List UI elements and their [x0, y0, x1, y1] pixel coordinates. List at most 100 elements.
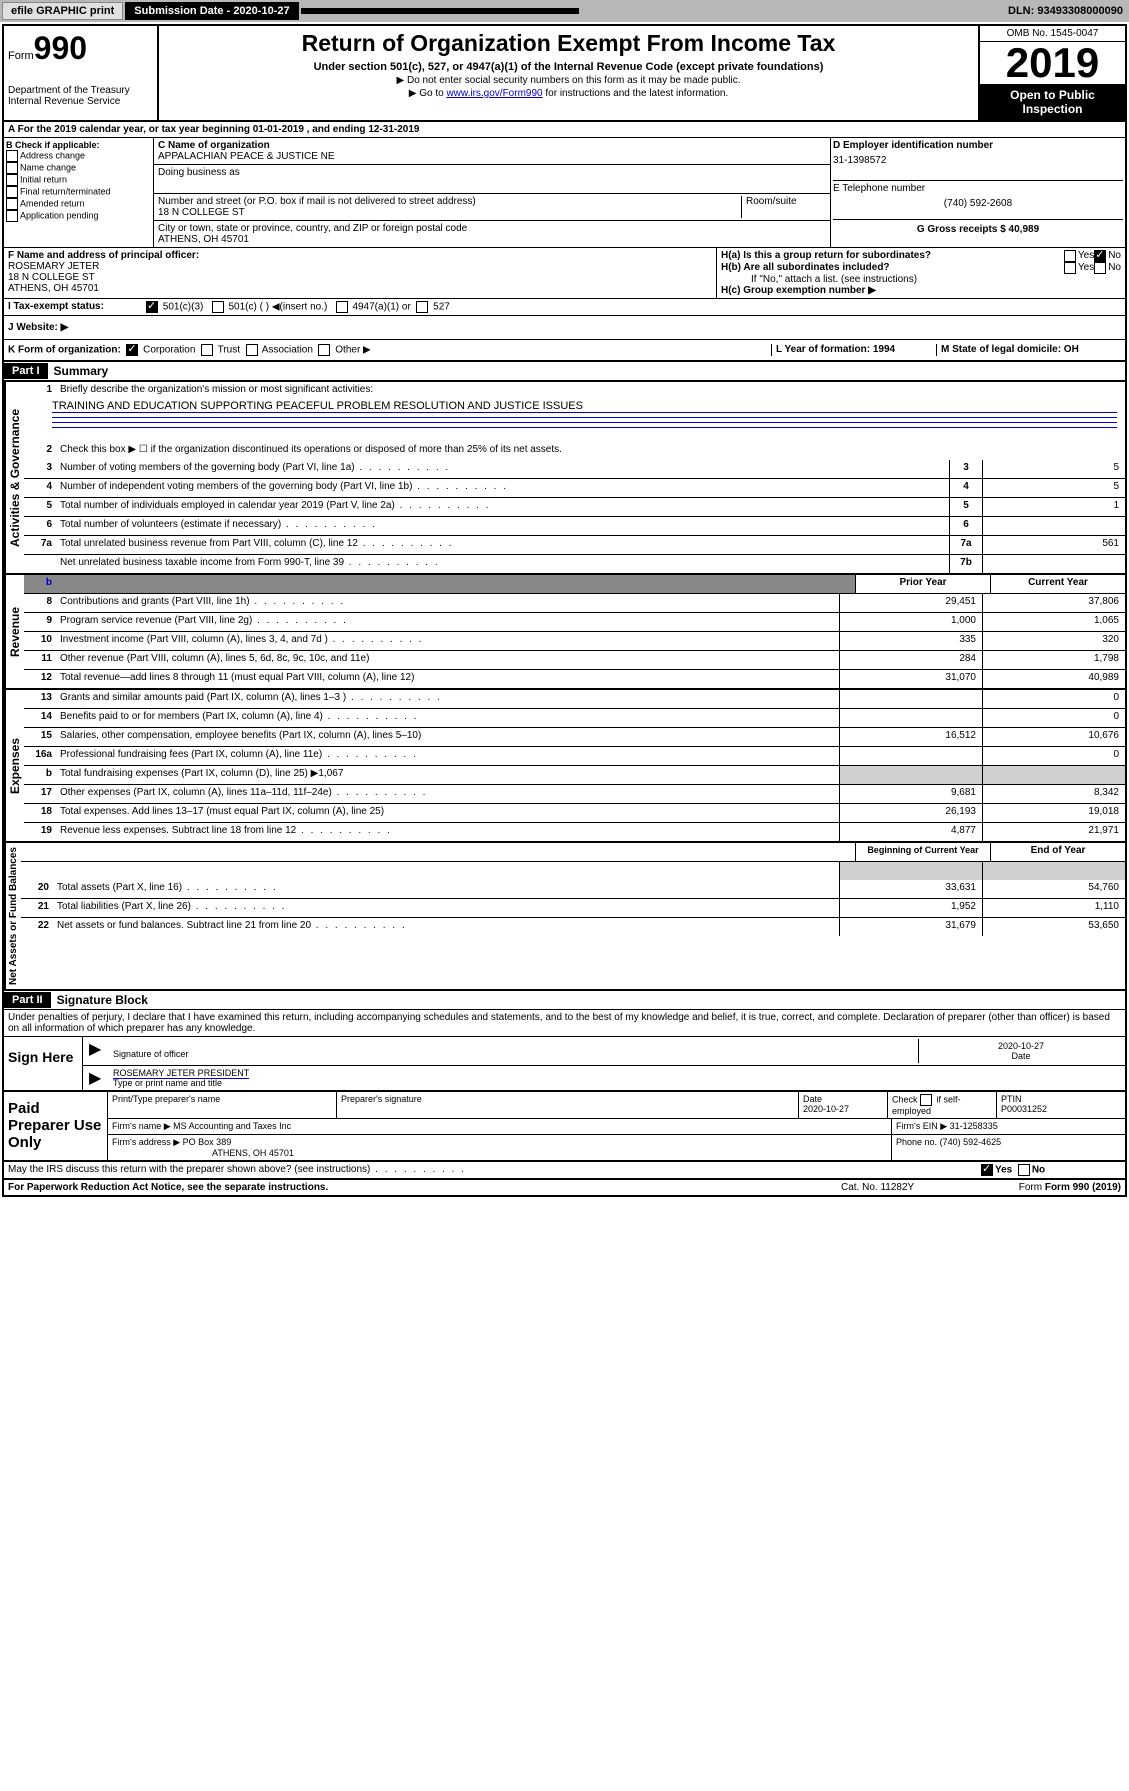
line-16b: Total fundraising expenses (Part IX, col… [56, 766, 839, 784]
main-title: Return of Organization Exempt From Incom… [163, 30, 974, 57]
p12: 31,070 [839, 670, 982, 688]
officer-addr2: ATHENS, OH 45701 [8, 283, 712, 294]
revenue-label: Revenue [4, 575, 24, 688]
line-7a: Total unrelated business revenue from Pa… [56, 536, 949, 554]
org-name: APPALACHIAN PEACE & JUSTICE NE [158, 151, 826, 162]
corp-check[interactable] [126, 344, 138, 356]
paid-label: Paid Preparer Use Only [4, 1092, 108, 1160]
line-17: Other expenses (Part IX, column (A), lin… [56, 785, 839, 803]
p18: 26,193 [839, 804, 982, 822]
row-i: I Tax-exempt status: 501(c)(3) 501(c) ( … [4, 299, 1125, 316]
irs-link[interactable]: www.irs.gov/Form990 [446, 88, 542, 99]
b-label: B Check if applicable: [6, 140, 151, 150]
l-year: L Year of formation: 1994 [771, 344, 936, 356]
city-label: City or town, state or province, country… [158, 223, 826, 234]
trust-check[interactable] [201, 344, 213, 356]
hc-label: H(c) Group exemption number ▶ [721, 285, 1121, 296]
4947-check[interactable] [336, 301, 348, 313]
mission-line3 [52, 420, 1117, 423]
line-22: Net assets or fund balances. Subtract li… [53, 918, 839, 936]
cat-no: Cat. No. 11282Y [841, 1182, 991, 1193]
line-16a: Professional fundraising fees (Part IX, … [56, 747, 839, 765]
line-5: Total number of individuals employed in … [56, 498, 949, 516]
section-bcd: B Check if applicable: Address change Na… [4, 138, 1125, 248]
revenue-section: Revenue bPrior YearCurrent Year 8Contrib… [4, 575, 1125, 690]
line-8: Contributions and grants (Part VIII, lin… [56, 594, 839, 612]
discuss-yes[interactable] [981, 1164, 993, 1176]
street-addr: 18 N COLLEGE ST [158, 207, 741, 218]
ptin: PTINP00031252 [997, 1092, 1125, 1118]
c15: 10,676 [982, 728, 1125, 746]
phone-value: (740) 592-2608 [833, 198, 1123, 209]
part1-title: Summary [48, 362, 115, 380]
part1-header: Part I Summary [4, 362, 1125, 382]
other-check[interactable] [318, 344, 330, 356]
ha-yes[interactable] [1064, 250, 1076, 262]
app-pending-check[interactable] [6, 210, 18, 222]
part1-badge: Part I [4, 363, 48, 379]
name-change-check[interactable] [6, 162, 18, 174]
dba-label: Doing business as [158, 167, 826, 178]
final-return-check[interactable] [6, 186, 18, 198]
assoc-check[interactable] [246, 344, 258, 356]
line-6: Total number of volunteers (estimate if … [56, 517, 949, 535]
501c3-check[interactable] [146, 301, 158, 313]
gray2 [982, 862, 1125, 880]
c22: 53,650 [982, 918, 1125, 936]
expenses-label: Expenses [4, 690, 24, 841]
i-label: I Tax-exempt status: [4, 299, 142, 315]
line-3: Number of voting members of the governin… [56, 460, 949, 478]
k-label: K Form of organization: [8, 345, 121, 356]
line-12: Total revenue—add lines 8 through 11 (mu… [56, 670, 839, 688]
line-1-text: Briefly describe the organization's miss… [56, 382, 1125, 400]
submission-button[interactable]: Submission Date - 2020-10-27 [125, 2, 298, 20]
efile-button[interactable]: efile GRAPHIC print [2, 2, 123, 20]
c16a: 0 [982, 747, 1125, 765]
arrow2-text: ▶ Go to www.irs.gov/Form990 for instruct… [163, 88, 974, 99]
val-6 [982, 517, 1125, 535]
arrow1-text: ▶ Do not enter social security numbers o… [163, 75, 974, 86]
amended-check[interactable] [6, 198, 18, 210]
c21: 1,110 [982, 899, 1125, 917]
discuss-text: May the IRS discuss this return with the… [8, 1164, 981, 1176]
p15: 16,512 [839, 728, 982, 746]
expenses-section: Expenses 13Grants and similar amounts pa… [4, 690, 1125, 843]
val-7b [982, 555, 1125, 573]
501c-check[interactable] [212, 301, 224, 313]
hb-no[interactable] [1094, 262, 1106, 274]
initial-return-check[interactable] [6, 174, 18, 186]
addr-label: Number and street (or P.O. box if mail i… [158, 196, 741, 207]
netassets-section: Net Assets or Fund Balances Beginning of… [4, 843, 1125, 991]
prep-sig-h: Preparer's signature [337, 1092, 799, 1118]
sig-arrow2-icon: ▶ [85, 1068, 113, 1088]
line-2-text: Check this box ▶ ☐ if the organization d… [56, 442, 1125, 460]
officer-addr1: 18 N COLLEGE ST [8, 272, 712, 283]
open-public: Open to PublicInspection [980, 84, 1125, 120]
line-18: Total expenses. Add lines 13–17 (must eq… [56, 804, 839, 822]
addr-change-check[interactable] [6, 150, 18, 162]
line-14: Benefits paid to or for members (Part IX… [56, 709, 839, 727]
netassets-label: Net Assets or Fund Balances [4, 843, 21, 989]
self-emp-check[interactable] [920, 1094, 932, 1106]
form-header: Form990 Department of the Treasury Inter… [4, 26, 1125, 122]
p19: 4,877 [839, 823, 982, 841]
hb-yes[interactable] [1064, 262, 1076, 274]
line-10: Investment income (Part VIII, column (A)… [56, 632, 839, 650]
paperwork-text: For Paperwork Reduction Act Notice, see … [8, 1182, 841, 1193]
line-2-num: 2 [24, 442, 56, 460]
section-b: B Check if applicable: Address change Na… [4, 138, 154, 247]
gross-receipts: G Gross receipts $ 40,989 [833, 219, 1123, 235]
discuss-no[interactable] [1018, 1164, 1030, 1176]
hb-label: H(b) Are all subordinates included? [721, 262, 1064, 274]
line-1-num: 1 [24, 382, 56, 400]
prior-header: Prior Year [855, 575, 990, 593]
c10: 320 [982, 632, 1125, 650]
p22: 31,679 [839, 918, 982, 936]
ein-value: 31-1398572 [833, 155, 1123, 166]
j-label: J Website: ▶ [4, 316, 72, 339]
c14: 0 [982, 709, 1125, 727]
ha-no[interactable] [1094, 250, 1106, 262]
527-check[interactable] [416, 301, 428, 313]
p20: 33,631 [839, 880, 982, 898]
p17: 9,681 [839, 785, 982, 803]
